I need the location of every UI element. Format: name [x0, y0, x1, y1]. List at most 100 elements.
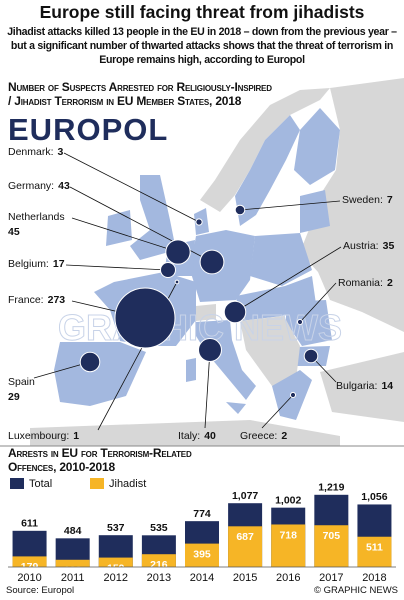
- country-value: 3: [58, 146, 64, 158]
- x-tick-label: 2015: [233, 572, 257, 584]
- value-label: 687: [236, 531, 254, 543]
- uk: [130, 175, 176, 260]
- bar: [55, 559, 90, 567]
- value-label: 1,002: [275, 494, 301, 506]
- country-label: Sweden: 7: [342, 194, 393, 206]
- value-label: 1,077: [232, 490, 258, 502]
- legend-swatch: [90, 478, 104, 489]
- finland: [294, 108, 340, 185]
- leader-line: [204, 349, 211, 429]
- x-tick-label: 2012: [104, 572, 128, 584]
- country-value: 35: [383, 240, 395, 252]
- bubble: [198, 338, 222, 362]
- country-name: Austria:: [343, 240, 379, 252]
- value-label: 537: [107, 522, 125, 534]
- value-label: 511: [366, 542, 383, 554]
- country-value: 40: [204, 430, 216, 442]
- bubble: [289, 391, 297, 399]
- bar: [271, 524, 306, 567]
- country-value: 2: [387, 277, 393, 289]
- country-label: Netherlands 45: [8, 211, 65, 238]
- bubble: [296, 318, 304, 326]
- country-name: Spain: [8, 376, 35, 388]
- country-value: 29: [8, 391, 20, 403]
- map: GRAPHIC NEWS Denmark: 3 Germany: 43 Netherla…: [0, 78, 404, 446]
- country-name: Luxembourg:: [8, 430, 69, 442]
- balkans: [240, 316, 300, 386]
- x-tick-label: 2016: [276, 572, 300, 584]
- leader-line: [239, 200, 341, 211]
- x-tick-label: 2011: [61, 572, 85, 584]
- bubble: [195, 218, 203, 226]
- country-label: Spain 29: [8, 376, 35, 403]
- value-label: 1,219: [318, 482, 344, 494]
- leader-line: [65, 264, 169, 271]
- country-value: 43: [58, 180, 70, 192]
- country-name: Bulgaria:: [336, 380, 377, 392]
- country-value: 273: [48, 294, 66, 306]
- country-name: Sweden:: [342, 194, 383, 206]
- country-name: Denmark:: [8, 146, 54, 158]
- bar: [357, 536, 392, 567]
- islands: [186, 358, 246, 414]
- country-label: Romania: 2: [338, 277, 393, 289]
- x-tick-label: 2014: [190, 572, 214, 584]
- country-label: Belgium: 17: [8, 258, 65, 270]
- country-value: 1: [73, 430, 79, 442]
- country-name: Greece:: [240, 430, 277, 442]
- bar: [185, 543, 219, 567]
- bar: [98, 557, 133, 567]
- bar-title: Arrests in EU for Terrorism-Related Offe…: [8, 446, 192, 474]
- subtitle: Jihadist attacks killed 13 people in the…: [7, 26, 397, 66]
- country-label: Italy: 40: [178, 430, 216, 442]
- bubble: [174, 279, 180, 285]
- value-label: 611: [21, 518, 38, 530]
- leader-line: [299, 282, 337, 323]
- value-label: 535: [150, 522, 168, 534]
- x-tick-label: 2010: [17, 572, 41, 584]
- bubble: [234, 204, 246, 216]
- country-name: Belgium:: [8, 258, 49, 270]
- country-label: France: 273: [8, 294, 65, 306]
- value-label: 122: [64, 565, 82, 577]
- x-tick-label: 2013: [147, 572, 171, 584]
- country-value: 45: [8, 226, 20, 238]
- title: Europe still facing threat from jihadist…: [39, 2, 365, 22]
- legend-label: Total: [29, 478, 52, 490]
- value-label: 484: [64, 525, 82, 537]
- poland: [250, 233, 312, 286]
- bubble-layer: Denmark: 3 Germany: 43 Netherlands 45 Belgium:…: [8, 146, 394, 442]
- leader-line: [261, 394, 294, 429]
- bubble: [160, 262, 176, 278]
- map-title: Number of Suspects Arrested for Religiou…: [8, 80, 272, 108]
- value-label: 395: [193, 548, 211, 560]
- source: Source: Europol: [6, 585, 74, 596]
- value-label: 774: [193, 508, 211, 520]
- switzerland: [196, 304, 216, 321]
- country-label: Austria: 35: [343, 240, 394, 252]
- bubble: [165, 239, 191, 265]
- bar: [12, 556, 47, 567]
- country-name: Netherlands: [8, 211, 65, 223]
- africa: [30, 420, 340, 446]
- legend-swatch: [10, 478, 24, 489]
- value-label: 159: [107, 562, 125, 574]
- bubble: [199, 249, 225, 275]
- bubble: [303, 348, 319, 364]
- country-name: Italy:: [178, 430, 200, 442]
- non-eu-east: [300, 78, 404, 332]
- country-name: Romania:: [338, 277, 383, 289]
- bar: [228, 526, 263, 567]
- legend-label: Jihadist: [109, 478, 146, 490]
- baltics: [300, 190, 330, 233]
- value-label: 718: [279, 529, 297, 541]
- bubble: [223, 300, 247, 324]
- country-label: Bulgaria: 14: [336, 380, 393, 392]
- leader-line: [234, 246, 342, 313]
- x-tick-label: 2018: [362, 572, 386, 584]
- iberia: [54, 342, 146, 406]
- x-tick-label: 2017: [319, 572, 343, 584]
- turkey: [320, 352, 404, 422]
